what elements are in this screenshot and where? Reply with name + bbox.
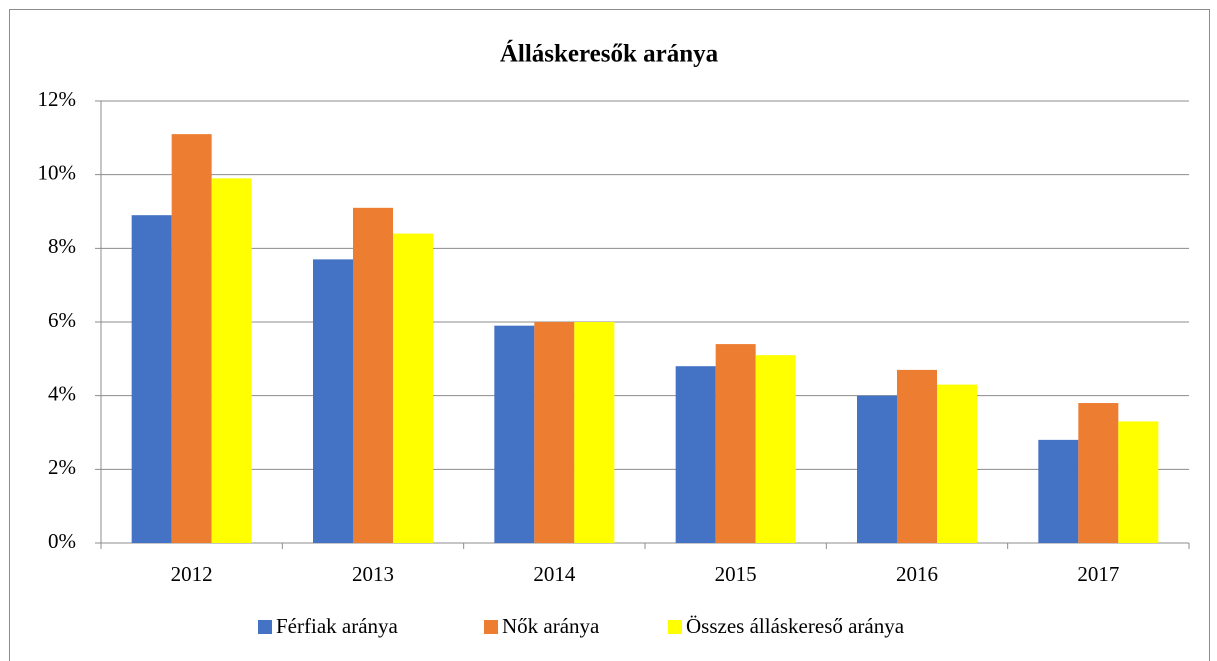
bar — [574, 322, 615, 543]
y-tick-label: 12% — [38, 87, 77, 111]
x-tick-label: 2015 — [715, 562, 757, 586]
y-tick-label: 10% — [38, 160, 77, 184]
x-tick-label: 2017 — [1077, 562, 1119, 586]
bar — [131, 215, 172, 543]
legend-swatch — [668, 620, 682, 634]
y-tick-label: 8% — [48, 234, 76, 258]
legend-swatch — [484, 620, 498, 634]
bar — [715, 344, 756, 543]
bar — [494, 325, 535, 543]
bar — [1038, 439, 1079, 543]
bar — [211, 178, 252, 543]
bar — [937, 384, 977, 543]
bar — [313, 259, 353, 543]
x-tick-label: 2012 — [171, 562, 213, 586]
bar — [1118, 421, 1159, 543]
bar — [1078, 403, 1119, 543]
y-tick-label: 6% — [48, 308, 76, 332]
x-tick-label: 2014 — [533, 562, 576, 586]
legend-label: Nők aránya — [502, 614, 600, 638]
bar — [393, 233, 433, 543]
bar — [755, 355, 796, 543]
legend-swatch — [258, 620, 272, 634]
y-tick-label: 4% — [48, 381, 76, 405]
legend-label: Férfiak aránya — [276, 614, 399, 638]
x-tick-label: 2013 — [352, 562, 394, 586]
bar — [534, 322, 575, 543]
x-tick-label: 2016 — [896, 562, 938, 586]
y-tick-label: 2% — [48, 455, 76, 479]
bar — [353, 207, 393, 544]
bar — [857, 395, 897, 543]
bar — [675, 366, 716, 543]
legend-label: Összes álláskereső aránya — [686, 614, 905, 638]
bar — [171, 134, 212, 543]
chart-title: Álláskeresők aránya — [500, 40, 719, 68]
bar — [897, 369, 937, 543]
y-tick-label: 0% — [48, 529, 76, 553]
